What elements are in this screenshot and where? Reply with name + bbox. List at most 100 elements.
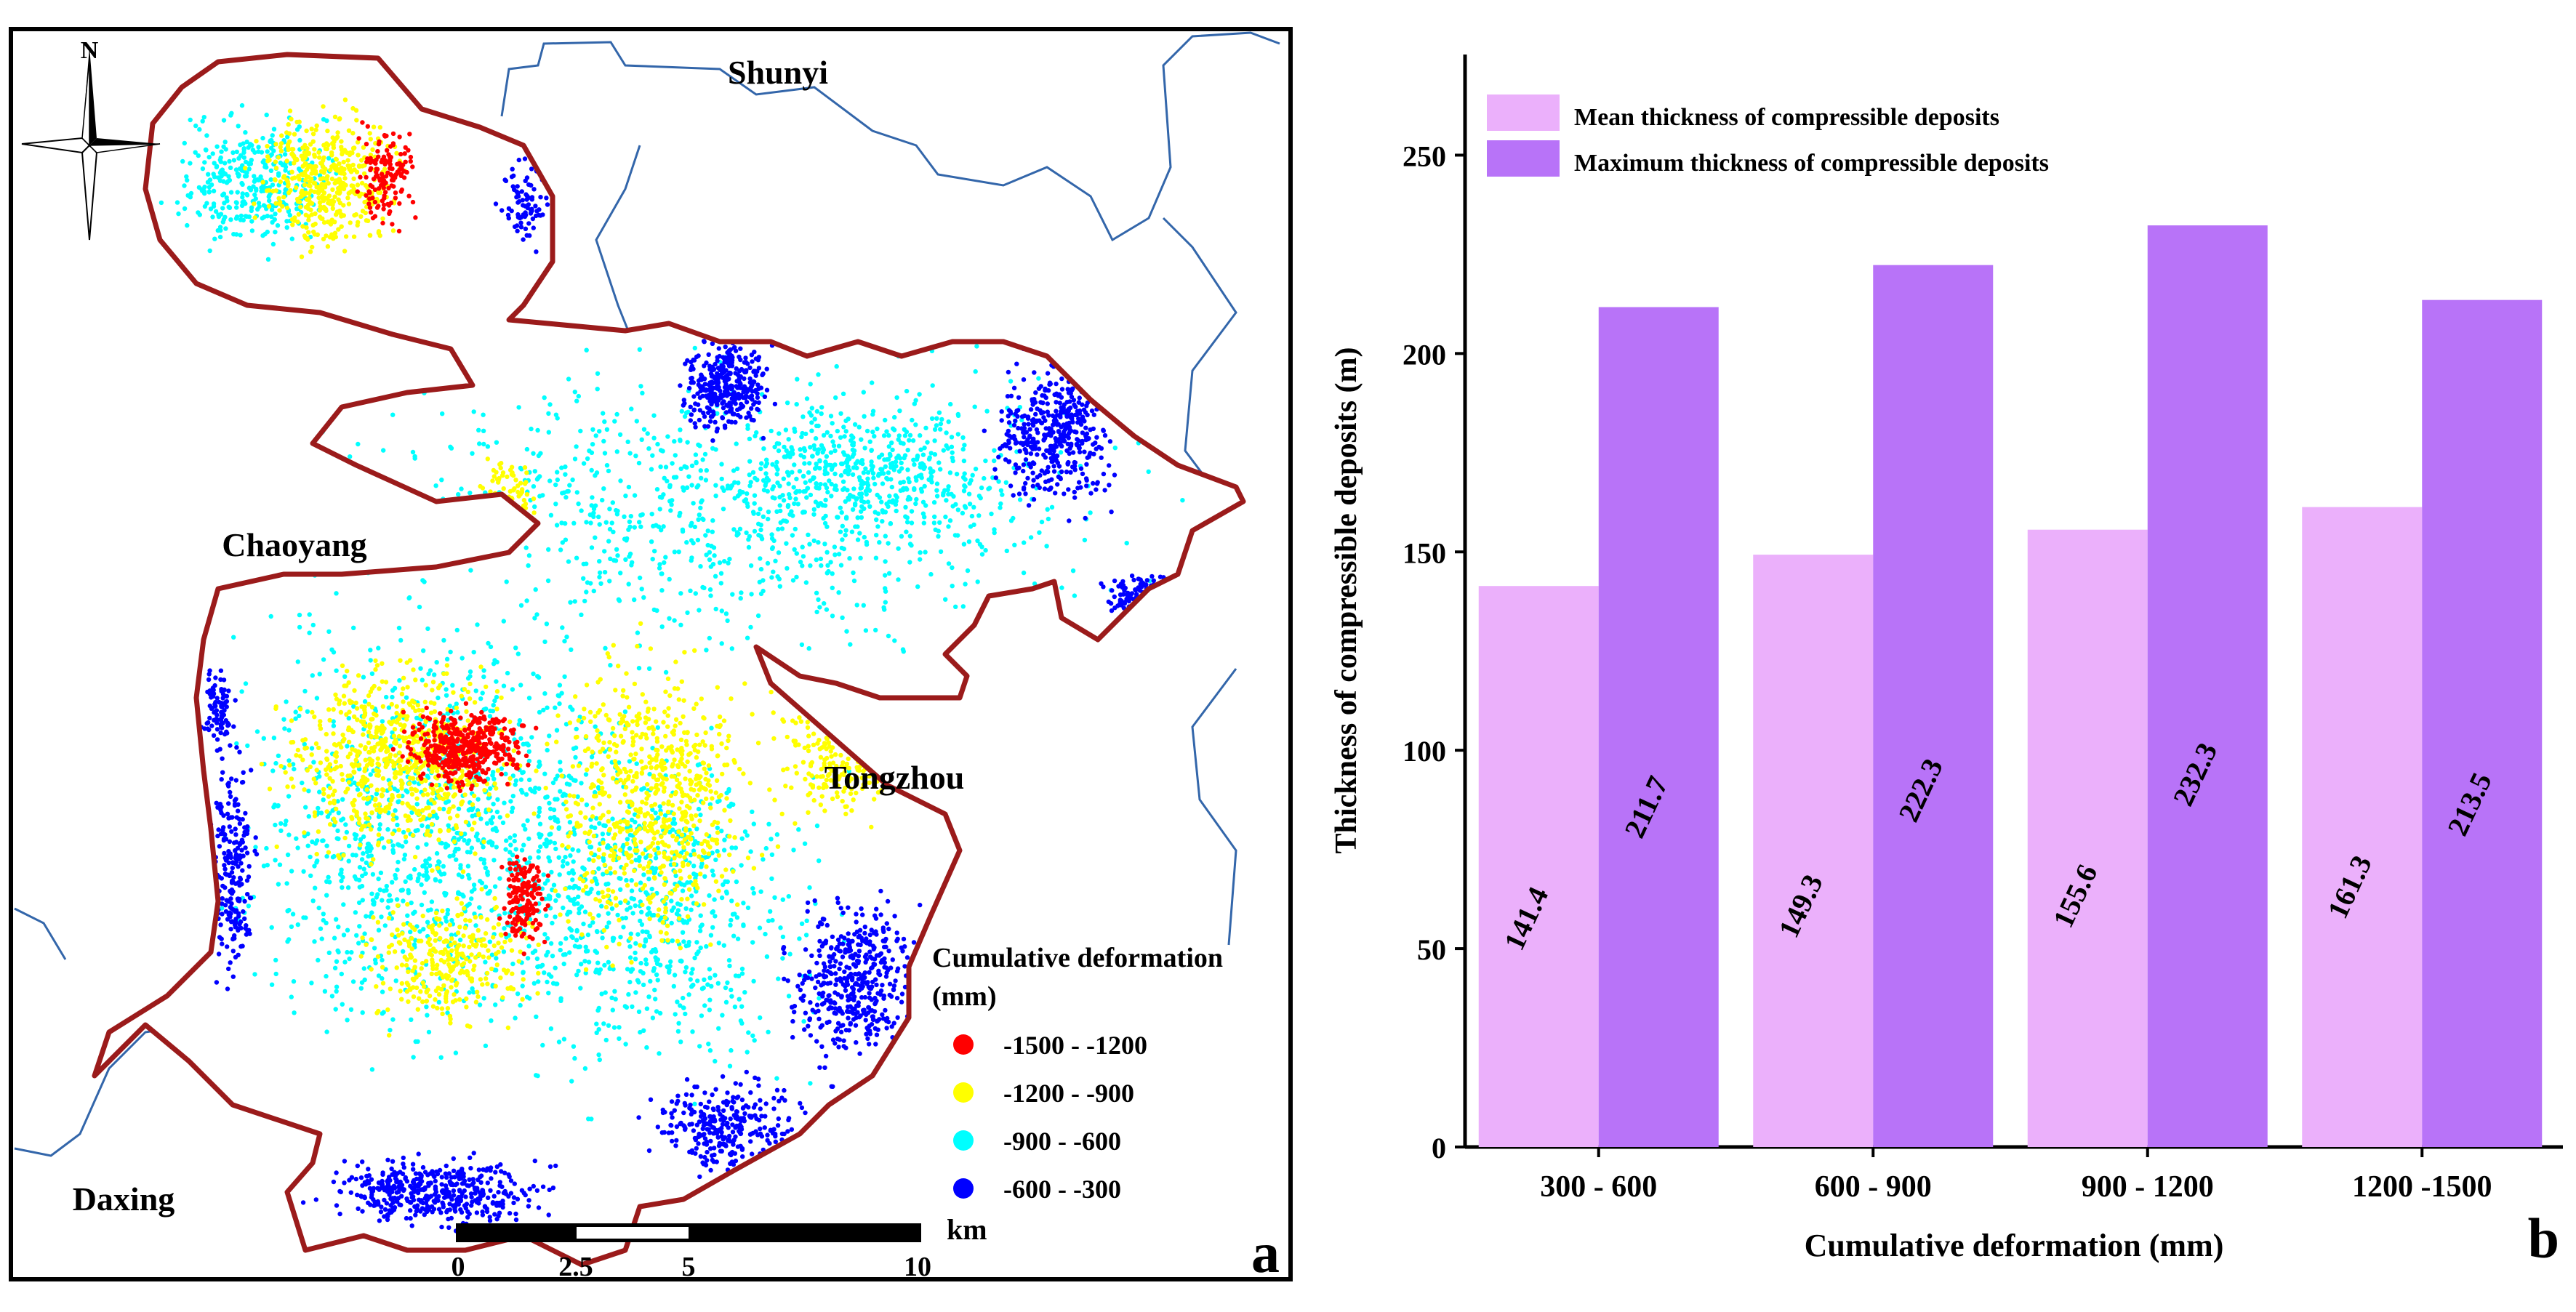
deformation-point (821, 447, 827, 453)
deformation-point (364, 762, 370, 768)
deformation-point (817, 466, 822, 471)
deformation-point (696, 749, 701, 754)
deformation-point (425, 773, 430, 778)
deformation-point (804, 918, 809, 924)
deformation-point (217, 225, 223, 230)
deformation-point (316, 957, 321, 963)
deformation-point (405, 818, 411, 824)
deformation-point (857, 531, 862, 536)
deformation-point (551, 882, 557, 888)
deformation-point (358, 986, 364, 991)
deformation-point (934, 423, 939, 428)
deformation-point (678, 720, 683, 726)
deformation-point (582, 959, 587, 964)
deformation-point (395, 822, 400, 828)
deformation-point (421, 792, 426, 797)
deformation-point (594, 1030, 599, 1036)
deformation-point (719, 476, 724, 482)
deformation-point (601, 1021, 606, 1026)
deformation-point (304, 128, 309, 134)
deformation-point (686, 992, 691, 997)
deformation-point (331, 723, 337, 728)
deformation-point (509, 809, 515, 814)
deformation-point (821, 515, 826, 521)
deformation-point (673, 453, 678, 458)
deformation-point (408, 876, 413, 881)
deformation-point (277, 201, 282, 206)
deformation-point (598, 780, 604, 785)
deformation-point (600, 935, 605, 941)
deformation-point (369, 861, 374, 867)
deformation-point (358, 792, 363, 797)
deformation-point (695, 537, 701, 543)
deformation-point (334, 984, 340, 989)
deformation-point (346, 165, 352, 170)
deformation-point (652, 847, 657, 853)
deformation-point (948, 401, 953, 407)
deformation-point (302, 787, 307, 792)
deformation-point (321, 142, 326, 148)
deformation-point (320, 193, 325, 199)
deformation-point (313, 841, 318, 846)
deformation-point (253, 845, 258, 850)
deformation-point (907, 560, 912, 565)
deformation-point (776, 976, 781, 981)
deformation-point (482, 788, 487, 793)
deformation-point (966, 491, 972, 496)
deformation-point (679, 409, 684, 414)
deformation-point (734, 466, 740, 472)
deformation-point (931, 500, 937, 505)
deformation-point (349, 950, 354, 955)
deformation-point (786, 437, 791, 442)
deformation-point (351, 764, 356, 769)
deformation-point (651, 968, 656, 973)
deformation-point (635, 630, 641, 635)
deformation-point (950, 584, 955, 589)
deformation-point (269, 214, 274, 220)
deformation-point (896, 437, 901, 442)
deformation-point (678, 438, 683, 443)
deformation-point (447, 806, 452, 812)
deformation-point (691, 982, 696, 988)
deformation-point (751, 890, 757, 896)
deformation-point (617, 1036, 622, 1042)
deformation-point (700, 584, 705, 590)
deformation-point (390, 228, 396, 233)
deformation-point (206, 172, 211, 177)
deformation-point (369, 910, 374, 915)
deformation-point (324, 233, 329, 238)
deformation-point (602, 570, 608, 575)
deformation-point (417, 604, 422, 610)
deformation-point (896, 546, 901, 551)
deformation-point (629, 896, 634, 901)
deformation-point (890, 460, 895, 466)
deformation-point (596, 970, 602, 976)
deformation-point (618, 935, 623, 940)
deformation-point (356, 816, 362, 821)
deformation-point (555, 693, 561, 698)
deformation-point (313, 885, 318, 890)
deformation-point (802, 448, 808, 454)
deformation-point (846, 472, 851, 477)
deformation-point (444, 792, 449, 798)
deformation-point (408, 805, 413, 810)
deformation-point (367, 749, 372, 755)
deformation-point (298, 707, 303, 712)
deformation-point (453, 1050, 459, 1055)
deformation-point (352, 874, 358, 880)
deformation-point (823, 497, 828, 503)
deformation-point (947, 518, 953, 523)
deformation-point (472, 700, 478, 705)
deformation-point (265, 257, 271, 262)
deformation-point (635, 814, 641, 819)
deformation-point (679, 679, 684, 684)
deformation-point (613, 845, 618, 850)
deformation-point (341, 180, 346, 186)
deformation-point (601, 438, 606, 444)
deformation-point (651, 607, 657, 613)
deformation-point (707, 893, 712, 898)
deformation-point (291, 153, 296, 159)
deformation-point (510, 805, 515, 810)
deformation-point (380, 776, 386, 781)
deformation-point (513, 847, 518, 852)
